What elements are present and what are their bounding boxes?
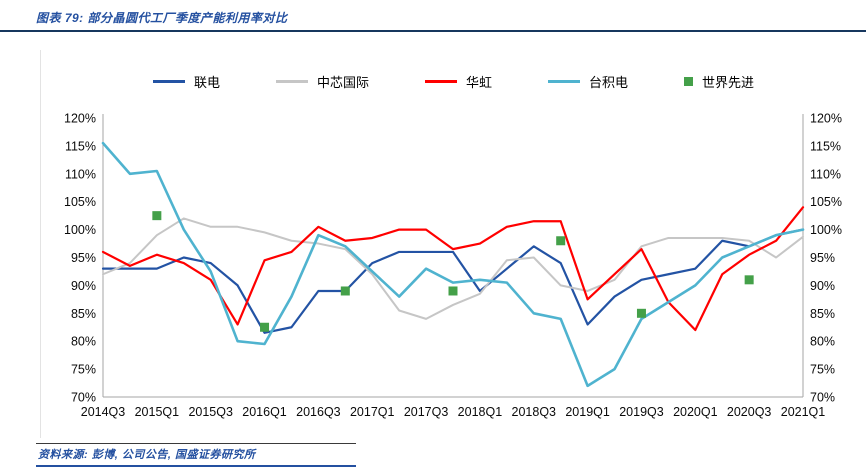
header-divider bbox=[0, 30, 866, 32]
y-tick-label-left: 110% bbox=[65, 167, 96, 181]
x-tick-label: 2019Q3 bbox=[619, 405, 664, 419]
y-tick-label-right: 120% bbox=[810, 112, 842, 126]
x-tick-label: 2017Q3 bbox=[404, 405, 449, 419]
y-tick-label-left: 100% bbox=[64, 223, 96, 237]
series-line bbox=[101, 228, 805, 334]
legend-label: 世界先进 bbox=[702, 74, 755, 90]
figure-header: 图表 79: 部分晶圆代工厂季度产能利用率对比 bbox=[0, 0, 866, 30]
x-tick-label: 2021Q1 bbox=[781, 405, 826, 419]
source-note: 资料来源: 彭博, 公司公告, 国盛证券研究所 bbox=[38, 449, 256, 461]
y-tick-label-right: 105% bbox=[810, 195, 842, 209]
legend-line-marker bbox=[548, 79, 580, 83]
x-tick-label: 2014Q3 bbox=[81, 405, 126, 419]
y-tick-label-right: 110% bbox=[810, 167, 841, 181]
y-tick-label-left: 105% bbox=[64, 195, 96, 209]
footer-divider-top bbox=[36, 443, 356, 444]
y-tick-label-left: 95% bbox=[71, 251, 96, 265]
legend-label: 台积电 bbox=[589, 74, 629, 90]
y-tick-label-right: 80% bbox=[810, 335, 835, 349]
scatter-square-marker bbox=[340, 286, 350, 296]
scatter-square-marker bbox=[260, 322, 270, 332]
y-tick-label-right: 90% bbox=[810, 279, 835, 293]
scatter-square-marker bbox=[744, 275, 754, 285]
legend-line-marker bbox=[152, 79, 185, 83]
legend-line-marker bbox=[275, 79, 308, 83]
y-tick-label-right: 85% bbox=[810, 307, 835, 321]
y-tick-label-right: 100% bbox=[810, 223, 842, 237]
legend-square-marker bbox=[684, 76, 694, 86]
footer: 资料来源: 彭博, 公司公告, 国盛证券研究所 bbox=[36, 443, 356, 467]
x-tick-label: 2018Q3 bbox=[512, 405, 557, 419]
y-tick-label-right: 75% bbox=[810, 363, 835, 377]
series-line bbox=[102, 217, 804, 320]
y-tick-label-left: 90% bbox=[71, 279, 96, 293]
scatter-square-marker bbox=[636, 308, 646, 318]
y-tick-label-left: 70% bbox=[71, 391, 96, 405]
legend-label: 华虹 bbox=[465, 74, 492, 90]
y-tick-label-left: 80% bbox=[71, 335, 96, 349]
y-tick-label-left: 85% bbox=[71, 307, 96, 321]
x-tick-label: 2017Q1 bbox=[350, 405, 395, 419]
figure-title: 图表 79: 部分晶圆代工厂季度产能利用率对比 bbox=[36, 11, 288, 25]
footer-divider-bottom bbox=[36, 465, 356, 467]
y-tick-label-left: 75% bbox=[71, 363, 96, 377]
chart-legend: 联电 中芯国际 华虹 台积电 世界先进 bbox=[41, 72, 860, 90]
legend-line-marker bbox=[424, 79, 457, 83]
legend-item: 世界先进 bbox=[684, 72, 754, 91]
utilization-line-chart: 70% 70% 75% 75% 80% 80% 85% 85% 90% 90% 95% 95% 100%… bbox=[64, 112, 842, 420]
legend-label: 联电 bbox=[193, 74, 220, 90]
y-tick-label-right: 95% bbox=[810, 251, 835, 265]
x-tick-label: 2015Q3 bbox=[188, 405, 233, 419]
legend-item: 中芯国际 bbox=[275, 72, 369, 91]
legend-item: 联电 bbox=[152, 72, 220, 91]
y-tick-label-left: 115% bbox=[65, 139, 96, 153]
scatter-square-marker bbox=[152, 211, 162, 221]
x-tick-label: 2020Q3 bbox=[727, 405, 772, 419]
x-tick-label: 2016Q3 bbox=[296, 405, 341, 419]
legend-item: 台积电 bbox=[548, 72, 628, 91]
chart-area: 联电 中芯国际 华虹 台积电 世界先进 70% 70% 75% 75% 80% 80% 85% 85%… bbox=[40, 50, 860, 438]
x-tick-label: 2015Q1 bbox=[135, 405, 180, 419]
x-tick-label: 2018Q1 bbox=[458, 405, 503, 419]
scatter-square-marker bbox=[556, 236, 566, 246]
y-tick-label-right: 70% bbox=[810, 391, 835, 405]
x-tick-label: 2020Q1 bbox=[673, 405, 718, 419]
x-tick-label: 2016Q1 bbox=[242, 405, 287, 419]
x-tick-label: 2019Q1 bbox=[565, 405, 610, 419]
y-tick-label-left: 120% bbox=[64, 112, 96, 126]
series-line bbox=[101, 141, 805, 388]
y-tick-label-right: 115% bbox=[810, 139, 841, 153]
legend-item: 华虹 bbox=[424, 72, 492, 91]
scatter-square-marker bbox=[448, 286, 458, 296]
legend-label: 中芯国际 bbox=[316, 74, 369, 90]
